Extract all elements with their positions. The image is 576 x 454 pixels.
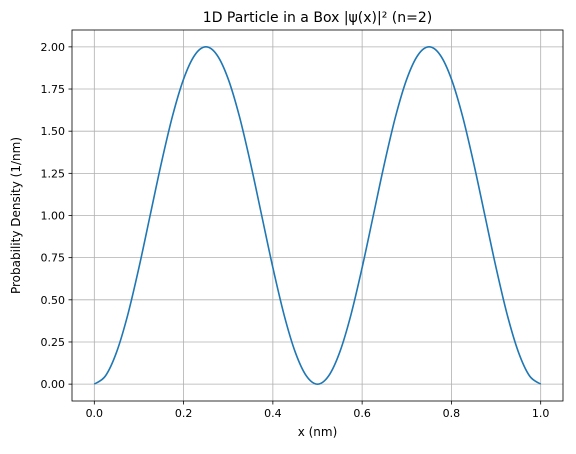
x-tick-label: 0.4 bbox=[264, 407, 282, 420]
x-axis-ticks: 0.0 0.2 0.4 0.6 0.8 1.0 bbox=[86, 401, 550, 420]
chart-title: 1D Particle in a Box |ψ(x)|² (n=2) bbox=[203, 10, 432, 26]
y-tick-label: 0.50 bbox=[41, 294, 66, 307]
y-tick-label: 0.00 bbox=[41, 378, 66, 391]
grid bbox=[72, 30, 563, 401]
y-tick-label: 1.00 bbox=[41, 210, 66, 223]
y-tick-label: 1.75 bbox=[41, 83, 66, 96]
series-layer bbox=[93, 46, 542, 385]
y-tick-label: 0.25 bbox=[41, 336, 66, 349]
series-line bbox=[93, 46, 542, 385]
x-axis-label: x (nm) bbox=[298, 425, 338, 439]
x-tick-label: 0.0 bbox=[86, 407, 104, 420]
x-tick-label: 0.8 bbox=[443, 407, 461, 420]
x-tick-label: 1.0 bbox=[532, 407, 550, 420]
y-tick-label: 2.00 bbox=[41, 41, 66, 54]
y-axis-label: Probability Density (1/nm) bbox=[9, 137, 23, 294]
y-tick-label: 1.25 bbox=[41, 167, 66, 180]
y-axis-ticks: 0.00 0.25 0.50 0.75 1.00 1.25 1.50 1.75 2.00 bbox=[41, 41, 72, 391]
x-tick-label: 0.2 bbox=[175, 407, 193, 420]
y-tick-label: 0.75 bbox=[41, 252, 66, 265]
x-tick-label: 0.6 bbox=[353, 407, 371, 420]
y-tick-label: 1.50 bbox=[41, 125, 66, 138]
